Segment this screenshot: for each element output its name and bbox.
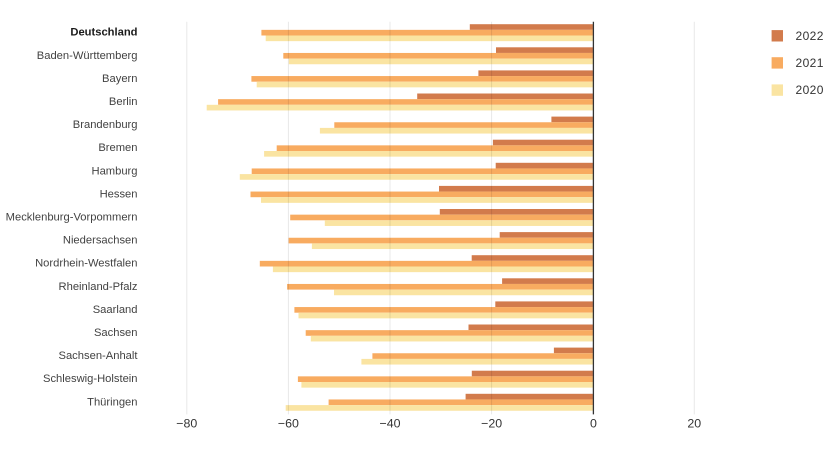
svg-text:Berlin: Berlin [109,96,138,108]
svg-text:Brandenburg: Brandenburg [73,119,138,131]
svg-text:−40: −40 [379,416,400,430]
svg-text:2022: 2022 [796,29,824,43]
svg-text:−80: −80 [176,416,197,430]
svg-text:Deutschland: Deutschland [70,27,137,39]
svg-text:Hamburg: Hamburg [91,165,137,177]
svg-text:Thüringen: Thüringen [87,396,137,408]
svg-text:20: 20 [687,416,701,430]
svg-text:Schleswig-Holstein: Schleswig-Holstein [43,373,138,385]
svg-text:Nordrhein-Westfalen: Nordrhein-Westfalen [35,258,137,270]
svg-text:Niedersachsen: Niedersachsen [63,235,138,247]
svg-text:Bremen: Bremen [98,142,137,154]
svg-text:Sachsen-Anhalt: Sachsen-Anhalt [59,350,139,362]
svg-text:Rheinland-Pfalz: Rheinland-Pfalz [59,281,138,293]
svg-text:Sachsen: Sachsen [94,327,138,339]
svg-text:−60: −60 [278,416,299,430]
svg-text:Bayern: Bayern [102,73,137,85]
svg-text:0: 0 [590,416,597,430]
svg-text:2021: 2021 [796,56,824,70]
svg-text:Mecklenburg-Vorpommern: Mecklenburg-Vorpommern [6,211,138,223]
svg-text:Baden-Württemberg: Baden-Württemberg [37,50,138,62]
svg-text:2020: 2020 [796,83,824,97]
svg-text:Hessen: Hessen [100,188,138,200]
svg-text:Saarland: Saarland [93,304,138,316]
svg-text:−20: −20 [481,416,502,430]
